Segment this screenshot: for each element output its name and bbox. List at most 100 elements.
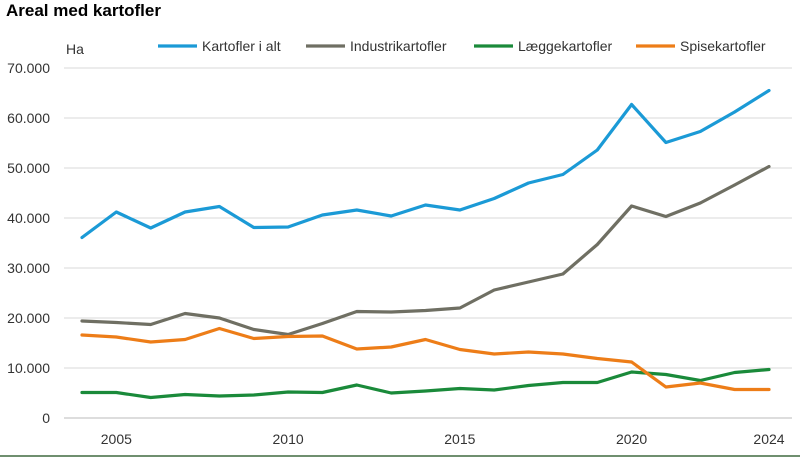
- data-point: [389, 391, 393, 395]
- data-point: [252, 328, 256, 331]
- legend: Kartofler i alt Industrikartofler Læggekar…: [158, 38, 766, 54]
- data-point: [389, 310, 393, 314]
- data-point: [80, 391, 84, 394]
- data-point: [458, 387, 462, 390]
- data-point: [698, 379, 702, 382]
- data-point: [183, 210, 187, 214]
- data-point: [218, 394, 221, 398]
- chart-title: Areal med kartofler: [6, 1, 161, 20]
- data-point: [114, 321, 118, 324]
- data-point: [527, 350, 530, 354]
- data-point: [561, 173, 565, 176]
- data-point: [114, 335, 118, 339]
- data-point: [664, 385, 668, 389]
- data-point: [424, 338, 427, 341]
- data-point: [355, 347, 359, 351]
- data-point: [218, 205, 221, 208]
- data-point: [698, 381, 702, 385]
- data-point: [698, 201, 702, 205]
- data-point: [114, 391, 118, 394]
- y-tick-label: 10.000: [7, 360, 50, 376]
- data-point: [733, 371, 737, 374]
- data-point: [321, 391, 324, 394]
- data-point: [561, 272, 565, 276]
- data-point: [321, 322, 324, 325]
- data-point: [458, 348, 462, 351]
- data-point: [80, 333, 84, 337]
- gridlines: [64, 67, 792, 419]
- data-point: [252, 226, 256, 229]
- x-tick-label: 2020: [616, 431, 647, 447]
- data-point: [286, 335, 290, 338]
- data-point: [492, 288, 496, 292]
- data-point: [733, 183, 737, 187]
- data-point: [424, 309, 427, 312]
- data-point: [492, 388, 496, 392]
- y-axis-label: Ha: [66, 41, 84, 57]
- data-point: [767, 165, 771, 168]
- data-point: [492, 352, 496, 356]
- data-point: [664, 215, 668, 218]
- data-point: [218, 327, 221, 330]
- series-line: [80, 326, 771, 392]
- data-point: [355, 383, 359, 387]
- x-tick-label: 2015: [444, 431, 475, 447]
- data-point: [595, 357, 599, 360]
- data-point: [286, 390, 290, 394]
- data-point: [183, 393, 187, 396]
- y-tick-label: 70.000: [7, 60, 50, 76]
- y-tick-label: 30.000: [7, 260, 50, 276]
- data-point: [561, 352, 565, 356]
- data-point: [355, 310, 359, 313]
- data-point: [389, 214, 393, 218]
- data-point: [733, 388, 737, 391]
- data-point: [149, 323, 153, 326]
- y-tick-label: 40.000: [7, 210, 50, 226]
- data-point: [767, 388, 771, 391]
- series-lines: [80, 88, 771, 400]
- x-axis-ticks: 2005 2010 2015 2020 2024: [101, 431, 785, 447]
- data-point: [149, 396, 153, 399]
- data-point: [527, 181, 530, 185]
- data-point: [80, 236, 84, 239]
- data-point: [630, 360, 633, 364]
- data-point: [458, 208, 462, 212]
- y-tick-label: 0: [42, 410, 50, 426]
- data-point: [286, 225, 290, 229]
- y-tick-label: 50.000: [7, 160, 50, 176]
- data-point: [149, 340, 153, 344]
- data-point: [252, 393, 256, 397]
- legend-label: Spisekartofler: [680, 38, 766, 54]
- data-point: [321, 213, 324, 217]
- legend-label: Industrikartofler: [350, 38, 447, 54]
- data-point: [218, 316, 221, 320]
- y-tick-label: 60.000: [7, 110, 50, 126]
- data-point: [458, 306, 462, 310]
- data-point: [630, 370, 633, 374]
- data-point: [389, 345, 393, 349]
- data-point: [80, 319, 84, 323]
- data-point: [183, 338, 187, 341]
- data-point: [630, 204, 633, 208]
- data-point: [595, 381, 599, 384]
- data-point: [698, 130, 702, 133]
- data-point: [527, 280, 530, 284]
- data-point: [561, 381, 565, 384]
- data-point: [595, 243, 599, 246]
- data-point: [183, 312, 187, 315]
- data-point: [767, 89, 771, 92]
- data-point: [252, 337, 256, 340]
- data-point: [664, 373, 668, 376]
- data-point: [630, 103, 633, 106]
- data-point: [664, 141, 668, 144]
- data-point: [114, 210, 118, 214]
- data-point: [492, 197, 496, 200]
- x-tick-label: 2024: [753, 431, 784, 447]
- data-point: [527, 384, 530, 387]
- x-tick-label: 2005: [101, 431, 132, 447]
- data-point: [321, 334, 324, 338]
- data-point: [767, 368, 771, 371]
- y-axis-ticks: 0 10.000 20.000 30.000 40.000 50.000 60.000 70.…: [7, 60, 50, 426]
- data-point: [149, 226, 153, 230]
